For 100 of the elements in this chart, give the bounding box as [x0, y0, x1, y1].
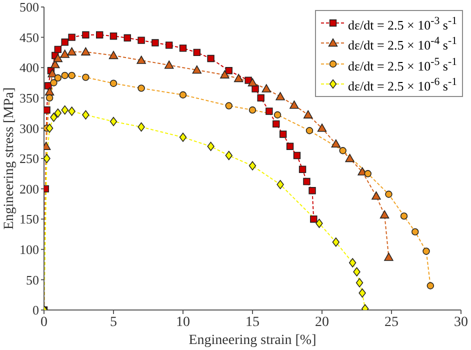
point — [68, 106, 76, 116]
point — [44, 106, 50, 114]
point — [138, 122, 145, 132]
point — [48, 69, 57, 78]
point — [384, 252, 394, 261]
point — [248, 161, 256, 170]
legend-label: dε/dt = 2.5 × 10$^{-6}$ s$^{-1}$ — [348, 74, 457, 94]
point — [61, 105, 68, 115]
x-tick-label: 25 — [384, 314, 398, 330]
point — [44, 87, 54, 96]
point — [358, 288, 366, 298]
point — [364, 170, 372, 178]
point — [262, 84, 271, 92]
point — [61, 72, 68, 80]
point — [138, 36, 145, 44]
point — [50, 112, 58, 122]
point — [50, 79, 58, 86]
point — [54, 46, 62, 54]
point — [192, 65, 202, 74]
point — [372, 191, 381, 200]
point — [225, 67, 232, 74]
point — [332, 238, 340, 247]
point — [82, 31, 90, 38]
x-tick-label: 5 — [110, 314, 117, 330]
legend-label: dε/dt = 2.5 × 10$^{-5}$ s$^{-1}$ — [348, 54, 457, 74]
point — [293, 152, 301, 160]
point — [306, 127, 314, 134]
point — [110, 80, 118, 87]
point — [60, 50, 70, 58]
point — [274, 111, 282, 118]
y-tick-label: 200 — [20, 181, 39, 196]
point — [308, 187, 316, 194]
point — [353, 267, 360, 276]
point — [276, 180, 284, 190]
point — [53, 54, 62, 62]
point — [356, 278, 364, 288]
x-tick-label: 20 — [315, 314, 329, 330]
point — [412, 228, 419, 236]
point — [298, 166, 306, 174]
point — [290, 100, 299, 109]
y-tick-label: 350 — [20, 90, 39, 106]
point — [152, 39, 159, 46]
point — [46, 94, 54, 102]
point — [317, 124, 327, 132]
point — [345, 154, 354, 162]
point — [248, 78, 258, 86]
y-tick-label: 450 — [20, 30, 39, 45]
x-tick-label: 15 — [246, 314, 260, 330]
point — [164, 60, 174, 69]
point — [179, 44, 187, 52]
point — [225, 102, 232, 110]
point — [81, 47, 90, 56]
point — [54, 74, 62, 82]
y-tick-label: 250 — [20, 151, 39, 166]
y-tick-label: 50 — [26, 272, 39, 288]
point — [385, 190, 392, 198]
point — [304, 110, 313, 118]
point — [108, 50, 118, 60]
point — [310, 216, 318, 223]
y-tick-label: 100 — [20, 242, 39, 258]
point — [225, 150, 232, 160]
point — [422, 248, 430, 255]
point — [136, 56, 146, 64]
point — [400, 212, 408, 220]
point — [61, 38, 68, 46]
point — [348, 258, 356, 268]
point — [234, 74, 244, 82]
point — [207, 54, 214, 62]
legend-label: dε/dt = 2.5 × 10$^{-4}$ s$^{-1}$ — [348, 34, 457, 54]
point — [279, 130, 287, 138]
point — [124, 34, 131, 42]
point — [339, 147, 346, 154]
point — [252, 85, 259, 92]
point — [272, 120, 280, 128]
x-tick-label: 30 — [454, 314, 468, 330]
legend-label: dε/dt = 2.5 × 10$^{-3}$ s$^{-1}$ — [348, 14, 457, 34]
y-tick-label: 0 — [32, 302, 39, 318]
point — [179, 132, 187, 142]
point — [193, 48, 200, 56]
point — [316, 218, 323, 228]
point — [82, 74, 90, 81]
point — [54, 108, 62, 118]
point — [110, 116, 118, 126]
point — [68, 72, 76, 80]
point — [426, 282, 434, 290]
y-tick-label: 500 — [20, 0, 39, 15]
point — [266, 108, 273, 115]
point — [276, 92, 285, 100]
point — [67, 47, 76, 56]
y-axis-title: Engineering stress [MPa] — [2, 87, 17, 230]
point — [68, 34, 76, 41]
y-tick-label: 300 — [20, 120, 39, 136]
point — [96, 31, 104, 38]
point — [138, 84, 145, 92]
point — [166, 42, 173, 49]
point — [220, 70, 230, 78]
point — [331, 139, 340, 148]
point — [286, 142, 294, 150]
x-tick-label: 10 — [176, 314, 190, 330]
x-axis-title: Engineering strain [%] — [188, 333, 316, 348]
